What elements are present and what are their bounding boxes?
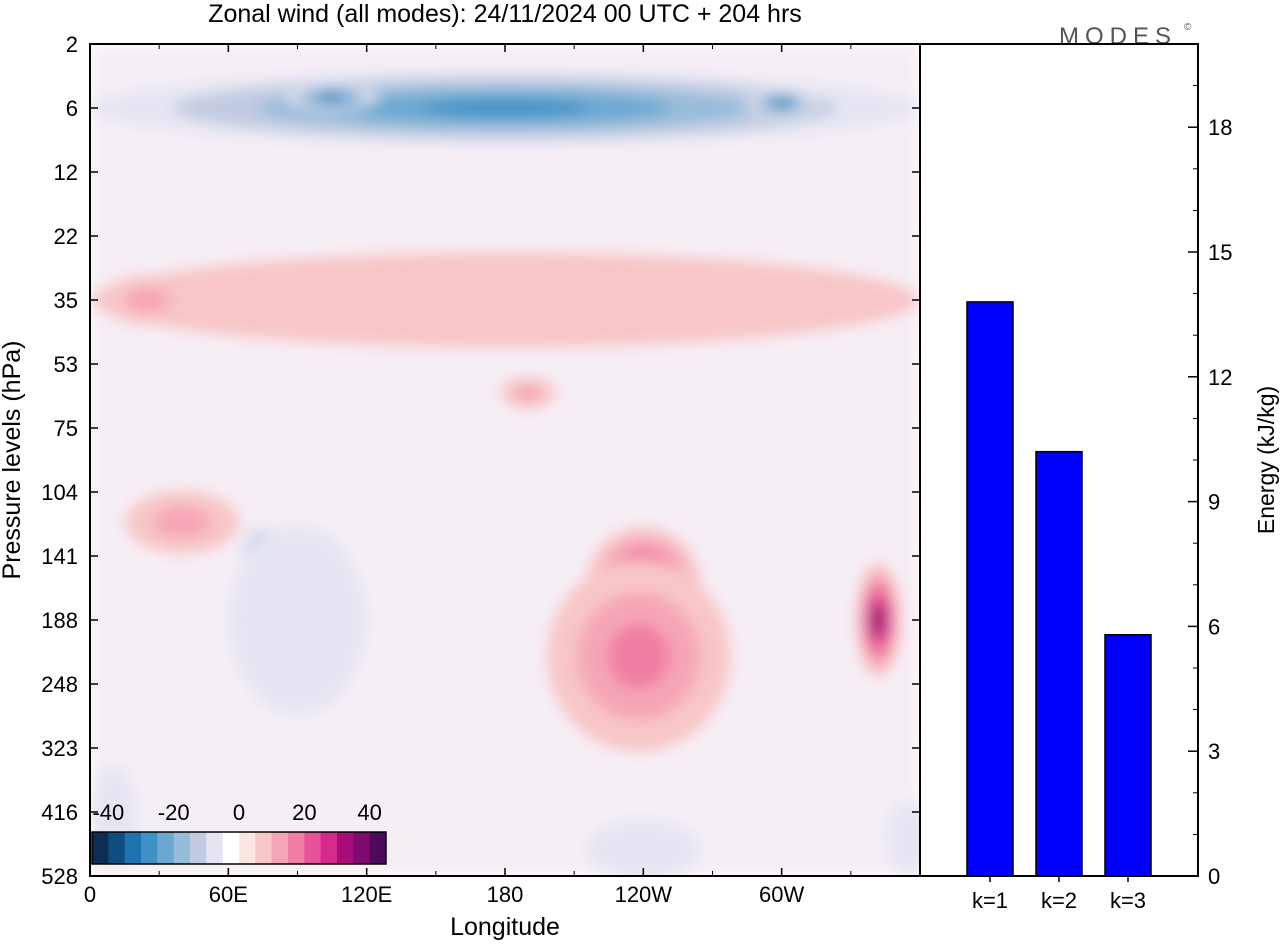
colorbar-swatch	[288, 832, 305, 864]
y-tick-label: 12	[54, 160, 78, 185]
energy-axis-label: Energy (kJ/kg)	[1253, 386, 1279, 534]
y-tick-label: 35	[54, 288, 78, 313]
heatmap-feature-5	[513, 384, 543, 401]
heatmap-feature-10	[607, 624, 670, 689]
colorbar-swatch	[173, 832, 191, 864]
bar-category-label: k=3	[1110, 888, 1146, 913]
energy-bar-1	[966, 301, 1014, 877]
heatmap-feature-11	[874, 610, 883, 630]
y-tick-label: 53	[54, 352, 78, 377]
energy-tick-label: 9	[1208, 490, 1220, 515]
heatmap-plot	[90, 44, 920, 876]
x-tick-label: 180	[487, 882, 524, 907]
energy-tick-label: 18	[1208, 115, 1232, 140]
y-tick-label: 2	[66, 32, 78, 57]
heatmap-feature-3	[90, 252, 920, 348]
colorbar-frame	[91, 831, 387, 865]
colorbar-swatch	[320, 832, 338, 864]
y-tick-label: 22	[54, 224, 78, 249]
colorbar-swatch	[255, 832, 273, 864]
x-tick-label: 120W	[615, 882, 673, 907]
y-tick-label: 141	[41, 544, 78, 569]
y-tick-label: 6	[66, 96, 78, 121]
y-tick-label: 75	[54, 416, 78, 441]
chart-title: Zonal wind (all modes): 24/11/2024 00 UT…	[208, 0, 802, 28]
energy-tick-label: 3	[1208, 739, 1220, 764]
heatmap-field	[90, 44, 920, 876]
modes-logo-mark: ©	[1184, 22, 1192, 33]
colorbar-swatch	[124, 832, 142, 864]
colorbar-tick-label: 20	[292, 800, 316, 825]
colorbar-swatch	[271, 832, 289, 864]
colorbar-swatch	[337, 832, 354, 864]
colorbar-swatch	[239, 832, 256, 864]
energy-tick-label: 12	[1208, 365, 1232, 390]
colorbar-swatch	[92, 832, 109, 864]
x-tick-label: 120E	[341, 882, 392, 907]
y-tick-label: 416	[41, 800, 78, 825]
energy-tick-label: 0	[1208, 864, 1220, 889]
colorbar-swatch	[304, 832, 322, 864]
x-tick-label: 60E	[209, 882, 248, 907]
heatmap-feature-13	[885, 800, 920, 876]
colorbar-tick-label: 0	[233, 800, 245, 825]
y-tick-label: 248	[41, 672, 78, 697]
x-tick-label: 0	[84, 882, 96, 907]
colorbar-swatch	[108, 832, 126, 864]
colorbar-swatch	[369, 832, 387, 864]
energy-bar-2	[1035, 450, 1083, 877]
heatmap-feature-7	[228, 524, 367, 716]
heatmap-feature-0	[422, 100, 588, 116]
colorbar-tick-label: 40	[357, 800, 381, 825]
x-axis-label: Longitude	[450, 913, 560, 941]
y-tick-label: 528	[41, 864, 78, 889]
bar-chart: k=1 k=2 k=3 0 3 6 9 12 15 18	[919, 43, 1232, 913]
colorbar-swatch	[206, 832, 224, 864]
colorbar-swatch	[222, 832, 240, 864]
heatmap-feature-1	[324, 93, 340, 102]
colorbar-swatch	[157, 832, 175, 864]
energy-tick-label: 15	[1208, 240, 1232, 265]
energy-tick-label: 6	[1208, 614, 1220, 639]
x-tick-label: 60W	[759, 882, 804, 907]
energy-bar-3	[1104, 633, 1152, 877]
colorbar-swatch	[353, 832, 371, 864]
bar-category-label: k=1	[972, 888, 1008, 913]
colorbar-tick-label: -20	[158, 800, 190, 825]
y-tick-label: 323	[41, 736, 78, 761]
bar-category-label: k=2	[1041, 888, 1077, 913]
colorbar: -40 -20 0 20 40	[91, 800, 387, 865]
colorbar-swatch	[190, 832, 207, 864]
heatmap-feature-4	[124, 287, 171, 313]
y-tick-label: 104	[41, 480, 78, 505]
colorbar-swatch	[141, 832, 158, 864]
y-axis-label: Pressure levels (hPa)	[0, 341, 26, 580]
heatmap-feature-2	[775, 98, 788, 107]
heatmap-feature-12	[585, 818, 701, 876]
heatmap-base	[90, 44, 920, 876]
y-tick-label: 188	[41, 608, 78, 633]
heatmap-feature-8	[153, 506, 212, 539]
